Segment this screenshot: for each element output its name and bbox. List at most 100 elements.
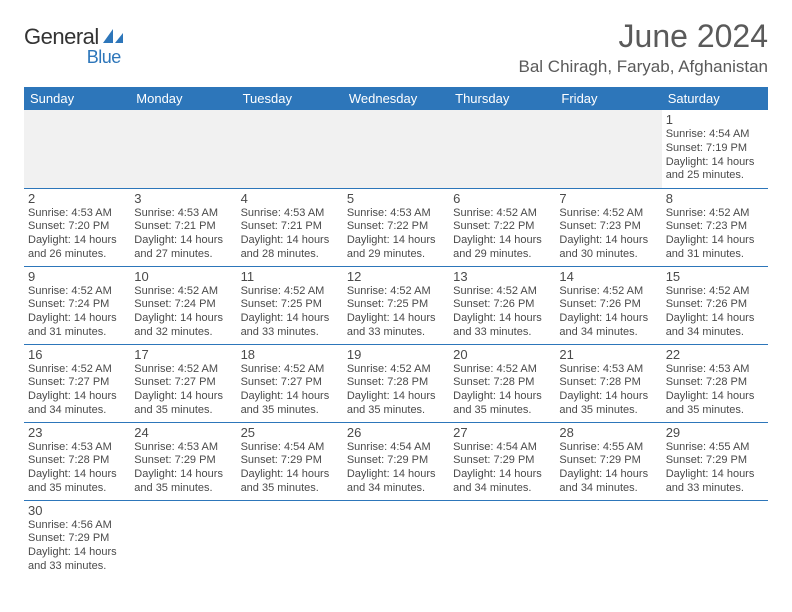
calendar-cell [449, 500, 555, 578]
day-detail: and 32 minutes. [134, 326, 232, 340]
day-header-row: Sunday Monday Tuesday Wednesday Thursday… [24, 87, 768, 110]
calendar-cell: 9Sunrise: 4:52 AMSunset: 7:24 PMDaylight… [24, 266, 130, 344]
calendar-cell: 29Sunrise: 4:55 AMSunset: 7:29 PMDayligh… [662, 422, 768, 500]
day-detail: and 29 minutes. [453, 248, 551, 262]
day-detail: Sunrise: 4:53 AM [134, 207, 232, 221]
day-number: 15 [666, 269, 764, 284]
day-detail: Sunset: 7:25 PM [241, 298, 339, 312]
day-detail: Sunrise: 4:52 AM [559, 207, 657, 221]
day-number: 22 [666, 347, 764, 362]
calendar-cell: 5Sunrise: 4:53 AMSunset: 7:22 PMDaylight… [343, 188, 449, 266]
day-detail: Sunrise: 4:52 AM [134, 285, 232, 299]
day-detail: Sunrise: 4:52 AM [666, 207, 764, 221]
month-title: June 2024 [519, 18, 768, 55]
day-detail: and 34 minutes. [559, 482, 657, 496]
day-number: 19 [347, 347, 445, 362]
day-detail: Sunrise: 4:54 AM [347, 441, 445, 455]
title-block: June 2024 Bal Chiragh, Faryab, Afghanist… [519, 18, 768, 77]
day-detail: and 31 minutes. [28, 326, 126, 340]
calendar-cell: 3Sunrise: 4:53 AMSunset: 7:21 PMDaylight… [130, 188, 236, 266]
calendar-row: 30Sunrise: 4:56 AMSunset: 7:29 PMDayligh… [24, 500, 768, 578]
day-detail: and 35 minutes. [559, 404, 657, 418]
day-detail: Sunrise: 4:53 AM [134, 441, 232, 455]
day-detail: Sunset: 7:28 PM [347, 376, 445, 390]
calendar-cell: 15Sunrise: 4:52 AMSunset: 7:26 PMDayligh… [662, 266, 768, 344]
day-detail: Sunrise: 4:53 AM [666, 363, 764, 377]
day-header: Sunday [24, 87, 130, 110]
calendar-cell: 6Sunrise: 4:52 AMSunset: 7:22 PMDaylight… [449, 188, 555, 266]
day-detail: Sunset: 7:26 PM [559, 298, 657, 312]
day-header: Thursday [449, 87, 555, 110]
day-number: 4 [241, 191, 339, 206]
day-number: 29 [666, 425, 764, 440]
day-header: Tuesday [237, 87, 343, 110]
calendar-cell: 19Sunrise: 4:52 AMSunset: 7:28 PMDayligh… [343, 344, 449, 422]
day-detail: and 34 minutes. [347, 482, 445, 496]
day-detail: Sunset: 7:22 PM [347, 220, 445, 234]
day-detail: and 35 minutes. [134, 404, 232, 418]
day-detail: and 26 minutes. [28, 248, 126, 262]
day-detail: Daylight: 14 hours [559, 390, 657, 404]
day-detail: Daylight: 14 hours [134, 468, 232, 482]
day-detail: Daylight: 14 hours [28, 312, 126, 326]
day-detail: Daylight: 14 hours [134, 234, 232, 248]
calendar-cell: 10Sunrise: 4:52 AMSunset: 7:24 PMDayligh… [130, 266, 236, 344]
day-number: 27 [453, 425, 551, 440]
day-detail: Sunrise: 4:53 AM [559, 363, 657, 377]
location-text: Bal Chiragh, Faryab, Afghanistan [519, 57, 768, 77]
day-number: 23 [28, 425, 126, 440]
calendar-cell [237, 110, 343, 188]
day-detail: Sunrise: 4:52 AM [134, 363, 232, 377]
day-detail: Daylight: 14 hours [666, 234, 764, 248]
day-detail: Sunrise: 4:52 AM [453, 363, 551, 377]
calendar-cell: 23Sunrise: 4:53 AMSunset: 7:28 PMDayligh… [24, 422, 130, 500]
logo-text-blue: Blue [87, 47, 121, 68]
day-header: Friday [555, 87, 661, 110]
day-detail: Daylight: 14 hours [28, 390, 126, 404]
day-detail: and 35 minutes. [134, 482, 232, 496]
day-number: 9 [28, 269, 126, 284]
day-detail: and 33 minutes. [347, 326, 445, 340]
day-detail: Sunset: 7:24 PM [28, 298, 126, 312]
day-detail: Sunset: 7:21 PM [134, 220, 232, 234]
day-detail: Sunrise: 4:52 AM [241, 285, 339, 299]
day-header: Monday [130, 87, 236, 110]
day-number: 3 [134, 191, 232, 206]
calendar-row: 9Sunrise: 4:52 AMSunset: 7:24 PMDaylight… [24, 266, 768, 344]
day-detail: Sunrise: 4:53 AM [28, 207, 126, 221]
calendar-cell: 24Sunrise: 4:53 AMSunset: 7:29 PMDayligh… [130, 422, 236, 500]
day-number: 14 [559, 269, 657, 284]
calendar-cell: 8Sunrise: 4:52 AMSunset: 7:23 PMDaylight… [662, 188, 768, 266]
day-detail: Daylight: 14 hours [453, 390, 551, 404]
day-detail: Sunrise: 4:55 AM [559, 441, 657, 455]
header: General Blue June 2024 Bal Chiragh, Fary… [24, 18, 768, 77]
calendar-cell: 18Sunrise: 4:52 AMSunset: 7:27 PMDayligh… [237, 344, 343, 422]
day-detail: Daylight: 14 hours [559, 312, 657, 326]
day-detail: Daylight: 14 hours [666, 312, 764, 326]
day-number: 17 [134, 347, 232, 362]
day-number: 2 [28, 191, 126, 206]
day-detail: and 33 minutes. [666, 482, 764, 496]
day-detail: Sunset: 7:21 PM [241, 220, 339, 234]
day-detail: Daylight: 14 hours [453, 234, 551, 248]
day-detail: Daylight: 14 hours [347, 312, 445, 326]
calendar-cell [237, 500, 343, 578]
day-detail: Sunset: 7:29 PM [134, 454, 232, 468]
day-detail: Sunrise: 4:56 AM [28, 519, 126, 533]
day-detail: Sunrise: 4:53 AM [347, 207, 445, 221]
day-detail: Sunset: 7:19 PM [666, 142, 764, 156]
day-detail: Sunset: 7:26 PM [453, 298, 551, 312]
day-detail: Daylight: 14 hours [453, 312, 551, 326]
day-number: 24 [134, 425, 232, 440]
day-detail: Sunset: 7:29 PM [559, 454, 657, 468]
day-detail: Daylight: 14 hours [453, 468, 551, 482]
day-detail: Daylight: 14 hours [241, 468, 339, 482]
calendar-row: 1Sunrise: 4:54 AMSunset: 7:19 PMDaylight… [24, 110, 768, 188]
day-number: 13 [453, 269, 551, 284]
day-detail: Sunset: 7:28 PM [28, 454, 126, 468]
day-detail: Sunrise: 4:52 AM [241, 363, 339, 377]
day-detail: and 35 minutes. [347, 404, 445, 418]
day-detail: Sunset: 7:28 PM [559, 376, 657, 390]
day-detail: Sunset: 7:29 PM [347, 454, 445, 468]
day-detail: Sunset: 7:28 PM [453, 376, 551, 390]
